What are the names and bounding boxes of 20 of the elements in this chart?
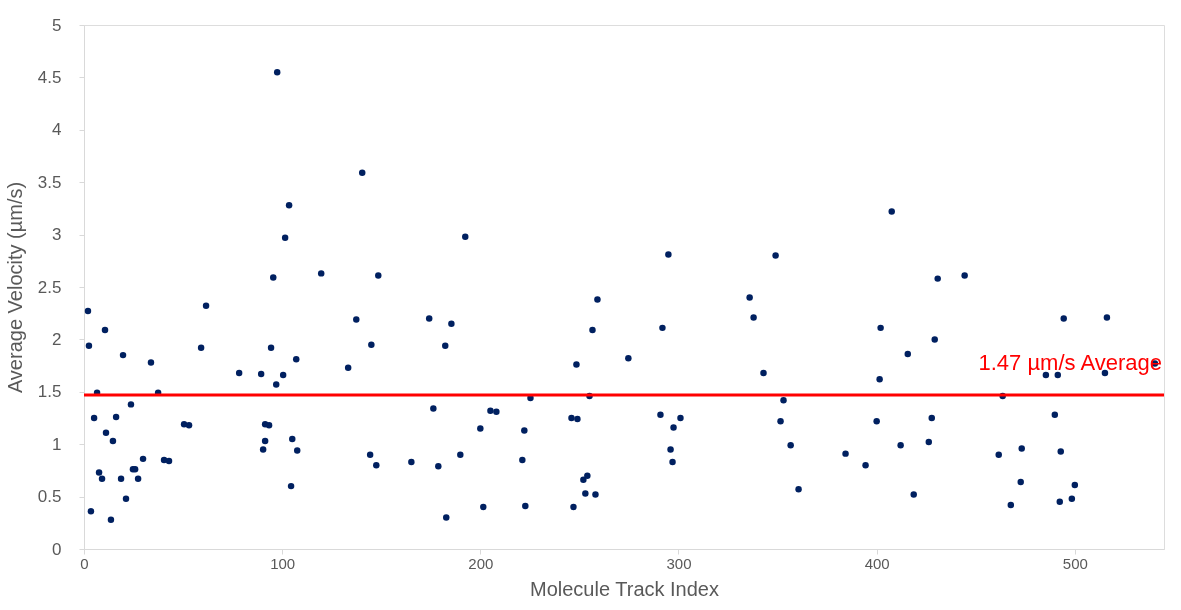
y-axis-title: Average Velocity (µm/s) bbox=[3, 181, 26, 394]
y-tick-label: 1.5 bbox=[37, 382, 62, 402]
y-tick-label: 5 bbox=[52, 15, 62, 35]
y-tick-label: 3.5 bbox=[37, 172, 62, 192]
ref-line-label: 1.47 µm/s Average bbox=[978, 349, 1162, 375]
x-tick-label: 400 bbox=[864, 554, 890, 572]
x-tick-label: 0 bbox=[80, 554, 89, 572]
y-tick-label: 4 bbox=[52, 120, 62, 140]
x-tick-label: 500 bbox=[1062, 554, 1088, 572]
x-axis-title: Molecule Track Index bbox=[530, 577, 719, 600]
y-tick-label: 2.5 bbox=[37, 277, 62, 297]
y-tick-label: 4.5 bbox=[37, 67, 62, 87]
x-tick-label: 200 bbox=[468, 554, 494, 572]
x-tick-label: 300 bbox=[666, 554, 692, 572]
y-tick-label: 3 bbox=[52, 225, 62, 245]
y-tick-label: 1 bbox=[52, 434, 62, 454]
y-tick-label: 0.5 bbox=[37, 487, 62, 507]
y-tick-label: 2 bbox=[52, 329, 62, 349]
y-tick-label: 0 bbox=[52, 539, 62, 559]
x-tick-label: 100 bbox=[270, 554, 296, 572]
